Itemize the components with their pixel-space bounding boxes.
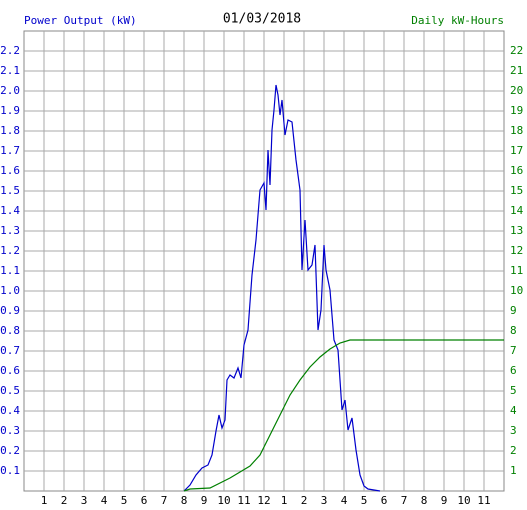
y-tick-label: 1.9 — [0, 104, 20, 117]
y2-tick-label: 17 — [510, 144, 523, 157]
y-tick-label: 1.8 — [0, 124, 20, 137]
y-tick-label: 2.1 — [0, 64, 20, 77]
y2-tick-label: 1 — [510, 464, 517, 477]
y-tick-label: 0.5 — [0, 384, 20, 397]
y-tick-label: 2.0 — [0, 84, 20, 97]
x-tick-label: 10 — [457, 494, 470, 507]
y2-tick-label: 10 — [510, 284, 523, 297]
y-tick-label: 1.3 — [0, 224, 20, 237]
y2-tick-label: 4 — [510, 404, 517, 417]
y2-tick-label: 2 — [510, 444, 517, 457]
x-tick-label: 6 — [381, 494, 388, 507]
x-tick-label: 3 — [321, 494, 328, 507]
y-tick-label: 0.4 — [0, 404, 20, 417]
x-tick-label: 9 — [441, 494, 448, 507]
y-tick-label: 1.6 — [0, 164, 20, 177]
y2-tick-label: 15 — [510, 184, 523, 197]
y-tick-label: 1.0 — [0, 284, 20, 297]
y-tick-label: 0.1 — [0, 464, 20, 477]
x-tick-label: 4 — [101, 494, 108, 507]
x-tick-label: 10 — [217, 494, 230, 507]
y2-tick-label: 3 — [510, 424, 517, 437]
y2-tick-label: 22 — [510, 44, 523, 57]
y-tick-label: 0.7 — [0, 344, 20, 357]
x-tick-label: 4 — [341, 494, 348, 507]
x-tick-label: 11 — [477, 494, 490, 507]
chart-title: 01/03/2018 — [223, 12, 301, 27]
y-tick-label: 2.2 — [0, 44, 20, 57]
x-tick-label: 9 — [201, 494, 208, 507]
y-tick-label: 1.1 — [0, 264, 20, 277]
y-tick-label: 0.9 — [0, 304, 20, 317]
y2-tick-label: 9 — [510, 304, 517, 317]
y2-tick-label: 5 — [510, 384, 517, 397]
x-tick-label: 7 — [401, 494, 408, 507]
y2-tick-label: 13 — [510, 224, 523, 237]
y2-tick-label: 18 — [510, 124, 523, 137]
x-tick-label: 1 — [41, 494, 48, 507]
series-line — [183, 84, 381, 492]
y-tick-label: 0.3 — [0, 424, 20, 437]
series-line — [183, 339, 504, 492]
y-tick-label: 0.8 — [0, 324, 20, 337]
y2-tick-label: 8 — [510, 324, 517, 337]
y2-tick-label: 21 — [510, 64, 523, 77]
x-tick-label: 5 — [121, 494, 128, 507]
x-tick-label: 2 — [61, 494, 68, 507]
y2-tick-label: 12 — [510, 244, 523, 257]
x-tick-label: 3 — [81, 494, 88, 507]
y-tick-label: 1.4 — [0, 204, 20, 217]
x-tick-label: 5 — [361, 494, 368, 507]
y-axis-label: Power Output (kW) — [24, 14, 137, 27]
x-tick-label: 1 — [281, 494, 288, 507]
y-tick-label: 1.7 — [0, 144, 20, 157]
y-tick-label: 1.5 — [0, 184, 20, 197]
y-tick-label: 0.6 — [0, 364, 20, 377]
y2-tick-label: 20 — [510, 84, 523, 97]
x-tick-label: 8 — [181, 494, 188, 507]
x-tick-label: 12 — [257, 494, 270, 507]
y-tick-label: 1.2 — [0, 244, 20, 257]
y2-tick-label: 11 — [510, 264, 523, 277]
x-tick-label: 8 — [421, 494, 428, 507]
x-tick-label: 7 — [161, 494, 168, 507]
x-tick-label: 6 — [141, 494, 148, 507]
y2-tick-label: 19 — [510, 104, 523, 117]
y2-tick-label: 6 — [510, 364, 517, 377]
x-tick-label: 2 — [301, 494, 308, 507]
x-tick-label: 11 — [237, 494, 250, 507]
y2-tick-label: 16 — [510, 164, 523, 177]
y2-tick-label: 7 — [510, 344, 517, 357]
y2-tick-label: 14 — [510, 204, 524, 217]
y2-axis-label: Daily kW-Hours — [411, 14, 504, 27]
y-tick-label: 0.2 — [0, 444, 20, 457]
